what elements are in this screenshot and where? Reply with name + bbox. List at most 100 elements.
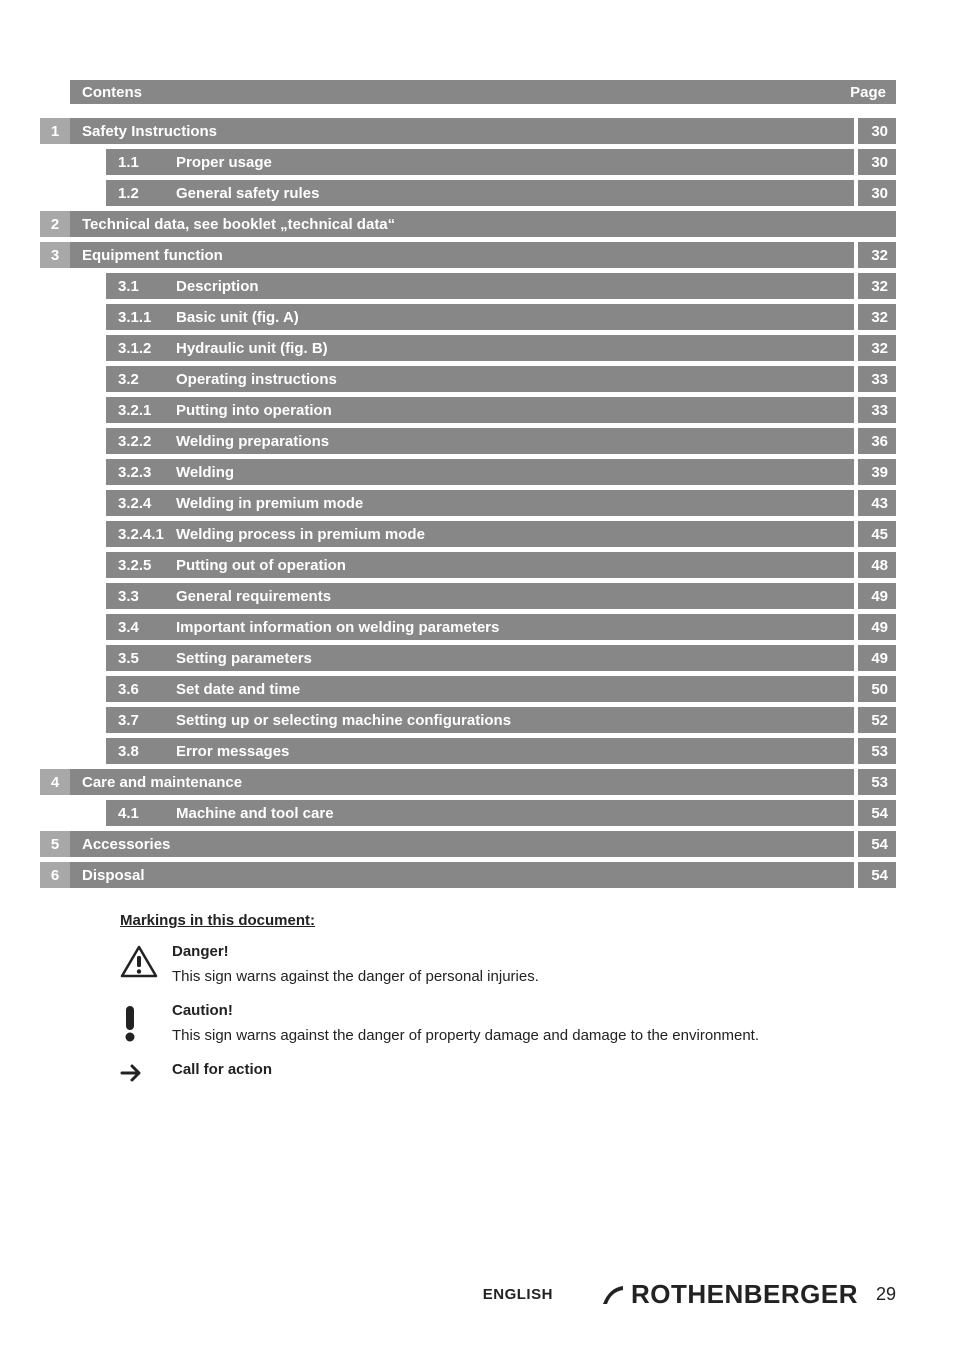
toc-title: 3.2.2Welding preparations [106,428,854,454]
toc-header-right: Page [850,84,896,101]
toc-chapter-spacer [40,738,70,764]
toc-page-number: 49 [858,614,896,640]
toc-row: 3.3General requirements49 [40,583,896,609]
toc-chapter-spacer [40,397,70,423]
toc-row: 3.5Setting parameters49 [40,645,896,671]
toc-subsection-number: 3.6 [118,681,176,698]
toc-subsection-number: 3.2.4 [118,495,176,512]
toc-title: 1.2General safety rules [106,180,854,206]
marking-description: This sign warns against the danger of pe… [172,966,896,988]
toc-row: 3.2.3Welding39 [40,459,896,485]
toc-title-text: Welding process in premium mode [176,526,425,543]
toc-title-text: Set date and time [176,681,300,698]
toc-title: 3.8Error messages [106,738,854,764]
toc-title: Care and maintenance [70,769,854,795]
toc-subsection-number: 4.1 [118,805,176,822]
toc-subsection-number: 3.2.4.1 [118,526,176,543]
toc-title: 3.1.1Basic unit (fig. A) [106,304,854,330]
arrow-icon [120,1061,172,1084]
toc-row: 3.8Error messages53 [40,738,896,764]
toc-title-text: General requirements [176,588,331,605]
toc-chapter-spacer [40,676,70,702]
toc-subsection-number: 1.1 [118,154,176,171]
toc-chapter-spacer [40,180,70,206]
footer-brand: ROTHENBERGER [601,1279,858,1310]
toc-page-number: 53 [858,738,896,764]
toc-chapter-spacer [40,583,70,609]
toc-title: 3.2.1Putting into operation [106,397,854,423]
toc-page-number: 54 [858,831,896,857]
marking-text: Danger! This sign warns against the dange… [172,943,896,988]
toc-title-text: Welding preparations [176,433,329,450]
toc-row: 4Care and maintenance53 [40,769,896,795]
toc-chapter-spacer [40,459,70,485]
toc-title: 3.1.2Hydraulic unit (fig. B) [106,335,854,361]
toc-page-number: 54 [858,800,896,826]
toc-title: 3.2.4.1Welding process in premium mode [106,521,854,547]
toc-title: 3.4Important information on welding para… [106,614,854,640]
marking-item: Caution!This sign warns against the dang… [120,1002,896,1047]
toc-title-text: Welding [176,464,234,481]
toc-chapter-spacer [40,149,70,175]
brand-swoosh-icon [601,1282,627,1308]
toc-title-text: Machine and tool care [176,805,334,822]
toc-title: Technical data, see booklet „technical d… [70,211,896,237]
toc-page-number: 52 [858,707,896,733]
toc-chapter-spacer [40,521,70,547]
marking-text: Caution!This sign warns against the dang… [172,1002,896,1047]
markings-heading: Markings in this document: [120,912,896,929]
toc-page-number: 49 [858,583,896,609]
toc-title-text: Care and maintenance [82,774,242,791]
toc-title-text: Accessories [82,836,170,853]
toc-title-text: General safety rules [176,185,319,202]
toc-title-text: Technical data, see booklet „technical d… [82,216,395,233]
toc-row: 3.4Important information on welding para… [40,614,896,640]
toc-chapter-spacer [40,273,70,299]
toc-chapter-number: 5 [40,831,70,857]
toc-page-number: 43 [858,490,896,516]
toc-chapter-spacer [40,490,70,516]
toc-title-text: Proper usage [176,154,272,171]
toc-title: 3.3General requirements [106,583,854,609]
marking-label: Danger! [172,943,896,960]
toc-title-text: Setting parameters [176,650,312,667]
toc-row: 4.1Machine and tool care 54 [40,800,896,826]
toc-row: 3Equipment function32 [40,242,896,268]
toc-subsection-number: 3.1.2 [118,340,176,357]
footer-language: ENGLISH [483,1286,553,1303]
toc-page-number: 33 [858,366,896,392]
toc-subsection-number: 1.2 [118,185,176,202]
toc-page-number: 39 [858,459,896,485]
toc-title: 3.2.5Putting out of operation [106,552,854,578]
toc-row: 3.6Set date and time50 [40,676,896,702]
marking-label: Caution! [172,1002,896,1019]
toc-title-text: Hydraulic unit (fig. B) [176,340,328,357]
toc-page-number: 54 [858,862,896,888]
toc-title-text: Welding in premium mode [176,495,363,512]
toc-row: 3.1.2Hydraulic unit (fig. B)32 [40,335,896,361]
toc-title: 3.2.4Welding in premium mode [106,490,854,516]
toc-subsection-number: 3.2.3 [118,464,176,481]
toc-subsection-number: 3.4 [118,619,176,636]
marking-item: Call for action [120,1061,896,1084]
toc-chapter-spacer [40,366,70,392]
footer-brand-text: ROTHENBERGER [631,1279,858,1310]
toc-chapter-spacer [40,645,70,671]
toc-title: 3.2Operating instructions [106,366,854,392]
toc-row: 1.2General safety rules30 [40,180,896,206]
toc-title: 3.2.3Welding [106,459,854,485]
marking-label: Call for action [172,1061,896,1078]
marking-text: Call for action [172,1061,896,1084]
toc-subsection-number: 3.2.5 [118,557,176,574]
toc-chapter-spacer [40,428,70,454]
toc-chapter-spacer [40,335,70,361]
toc-chapter-spacer [40,304,70,330]
toc-title: 3.6Set date and time [106,676,854,702]
marking-item: Danger! This sign warns against the dange… [120,943,896,988]
toc-page-number: 33 [858,397,896,423]
toc-row: 3.1.1Basic unit (fig. A)32 [40,304,896,330]
footer-page-number: 29 [876,1284,896,1305]
toc-chapter-spacer [40,614,70,640]
toc-row: 3.2.4.1Welding process in premium mode45 [40,521,896,547]
toc-container: 1Safety Instructions301.1Proper usage301… [40,118,896,888]
